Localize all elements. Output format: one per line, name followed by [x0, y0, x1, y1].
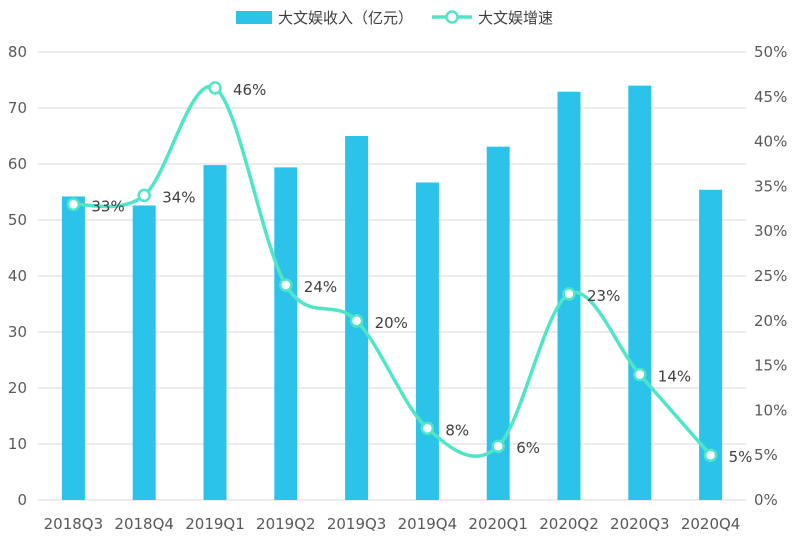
- x-tick-label: 2020Q2: [539, 515, 599, 533]
- data-labels: 33% 34% 46% 24% 20% 8% 6% 23% 14% 5%: [91, 81, 752, 466]
- bar-series: [61, 85, 723, 501]
- line-point: [137, 188, 151, 203]
- x-tick-label: 2020Q4: [681, 515, 741, 533]
- data-label: 6%: [516, 439, 540, 457]
- data-label: 23%: [587, 287, 620, 305]
- line-point: [279, 278, 293, 292]
- y-left-tick-label: 30: [8, 323, 27, 341]
- line-points: [66, 81, 718, 462]
- bar: [415, 182, 439, 501]
- y-axis-right: 0% 5% 10% 15% 20% 25% 30% 35% 40% 45% 50%: [754, 43, 787, 509]
- y-right-tick-label: 5%: [754, 446, 778, 464]
- x-tick-label: 2020Q3: [610, 515, 670, 533]
- legend: 大文娱收入（亿元） 大文娱增速: [236, 9, 553, 27]
- y-left-tick-label: 60: [8, 155, 27, 173]
- line-point: [633, 367, 647, 382]
- line-point: [703, 448, 718, 462]
- legend-bar-label: 大文娱收入（亿元）: [278, 9, 413, 27]
- data-label: 8%: [445, 421, 469, 439]
- growth-line: [73, 84, 712, 458]
- legend-line-marker: [445, 10, 459, 24]
- y-right-tick-label: 30%: [754, 222, 787, 240]
- x-tick-label: 2018Q3: [44, 515, 104, 533]
- y-right-tick-label: 0%: [754, 491, 778, 509]
- x-tick-label: 2019Q4: [398, 515, 458, 533]
- data-label: 33%: [91, 197, 124, 215]
- x-tick-label: 2019Q2: [256, 515, 316, 533]
- legend-bar-swatch: [236, 11, 272, 24]
- bar: [203, 165, 227, 500]
- bar: [132, 205, 156, 500]
- bar: [274, 167, 298, 501]
- y-left-tick-label: 80: [8, 43, 27, 61]
- y-right-tick-label: 40%: [754, 133, 787, 151]
- y-left-tick-label: 0: [17, 491, 27, 509]
- x-axis: 2018Q3 2018Q4 2019Q1 2019Q2 2019Q3 2019Q4 2020…: [44, 515, 741, 533]
- y-right-tick-label: 35%: [754, 177, 787, 195]
- x-tick-label: 2019Q3: [327, 515, 387, 533]
- data-label: 20%: [375, 314, 408, 332]
- data-label: 14%: [658, 368, 691, 386]
- line-point: [562, 287, 576, 301]
- x-tick-label: 2019Q1: [185, 515, 245, 533]
- line-point: [349, 314, 364, 328]
- y-left-tick-label: 10: [8, 435, 27, 453]
- y-right-tick-label: 45%: [754, 88, 787, 106]
- gridlines: [38, 51, 746, 501]
- y-left-tick-label: 70: [8, 99, 27, 117]
- bar: [486, 146, 510, 500]
- legend-line-label: 大文娱增速: [478, 9, 553, 27]
- y-axis-left: 0 10 20 30 40 50 60 70 80: [8, 43, 27, 509]
- y-right-tick-label: 25%: [754, 267, 787, 285]
- x-tick-label: 2020Q1: [468, 515, 528, 533]
- y-left-tick-label: 40: [8, 267, 27, 285]
- y-right-tick-label: 20%: [754, 312, 787, 330]
- line-point: [420, 421, 435, 436]
- data-label: 34%: [162, 188, 195, 206]
- data-label: 46%: [233, 81, 266, 99]
- y-left-tick-label: 20: [8, 379, 27, 397]
- bar: [628, 85, 652, 500]
- x-tick-label: 2018Q4: [114, 515, 174, 533]
- bar: [699, 189, 723, 500]
- line-point: [491, 439, 505, 453]
- data-label: 24%: [304, 278, 337, 296]
- line-series: [73, 84, 712, 458]
- y-right-tick-label: 50%: [754, 43, 787, 61]
- line-point: [208, 81, 222, 95]
- data-label: 5%: [729, 448, 753, 466]
- y-right-tick-label: 10%: [754, 401, 787, 419]
- y-right-tick-label: 15%: [754, 357, 787, 375]
- line-point: [66, 197, 81, 212]
- y-left-tick-label: 50: [8, 211, 27, 229]
- bar: [61, 196, 85, 501]
